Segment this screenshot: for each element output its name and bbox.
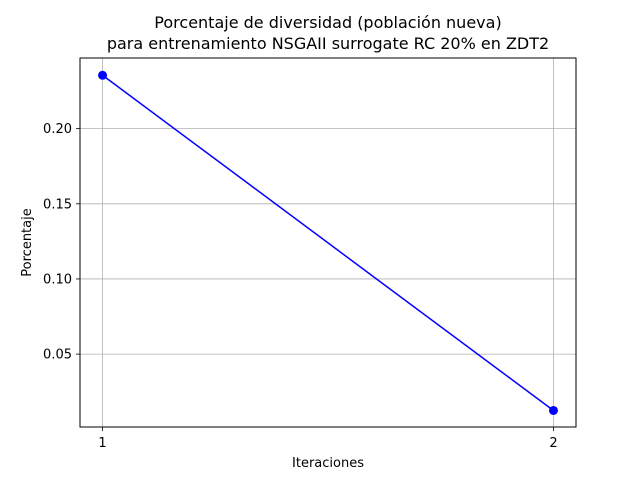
y-tick-label: 0.20 — [43, 122, 72, 137]
y-tick-label: 0.05 — [43, 348, 72, 363]
series-line — [102, 74, 554, 412]
y-tick-label: 0.15 — [43, 197, 72, 212]
data-point — [98, 70, 108, 80]
grid — [80, 58, 576, 427]
series-layer — [98, 70, 558, 415]
y-axis-label: Porcentaje — [20, 208, 35, 276]
data-point — [548, 405, 558, 415]
y-tick-label: 0.10 — [43, 272, 72, 287]
chart-title-line-1: Porcentaje de diversidad (población nuev… — [154, 13, 501, 32]
ticks: 1 2 0.05 0.10 0.15 0.20 — [43, 122, 558, 451]
plot-frame — [79, 57, 577, 428]
x-axis-label: Iteraciones — [292, 456, 364, 471]
x-tick-label: 1 — [98, 436, 106, 451]
x-tick-label: 2 — [549, 436, 557, 451]
chart-title-line-2: para entrenamiento NSGAII surrogate RC 2… — [107, 34, 549, 53]
